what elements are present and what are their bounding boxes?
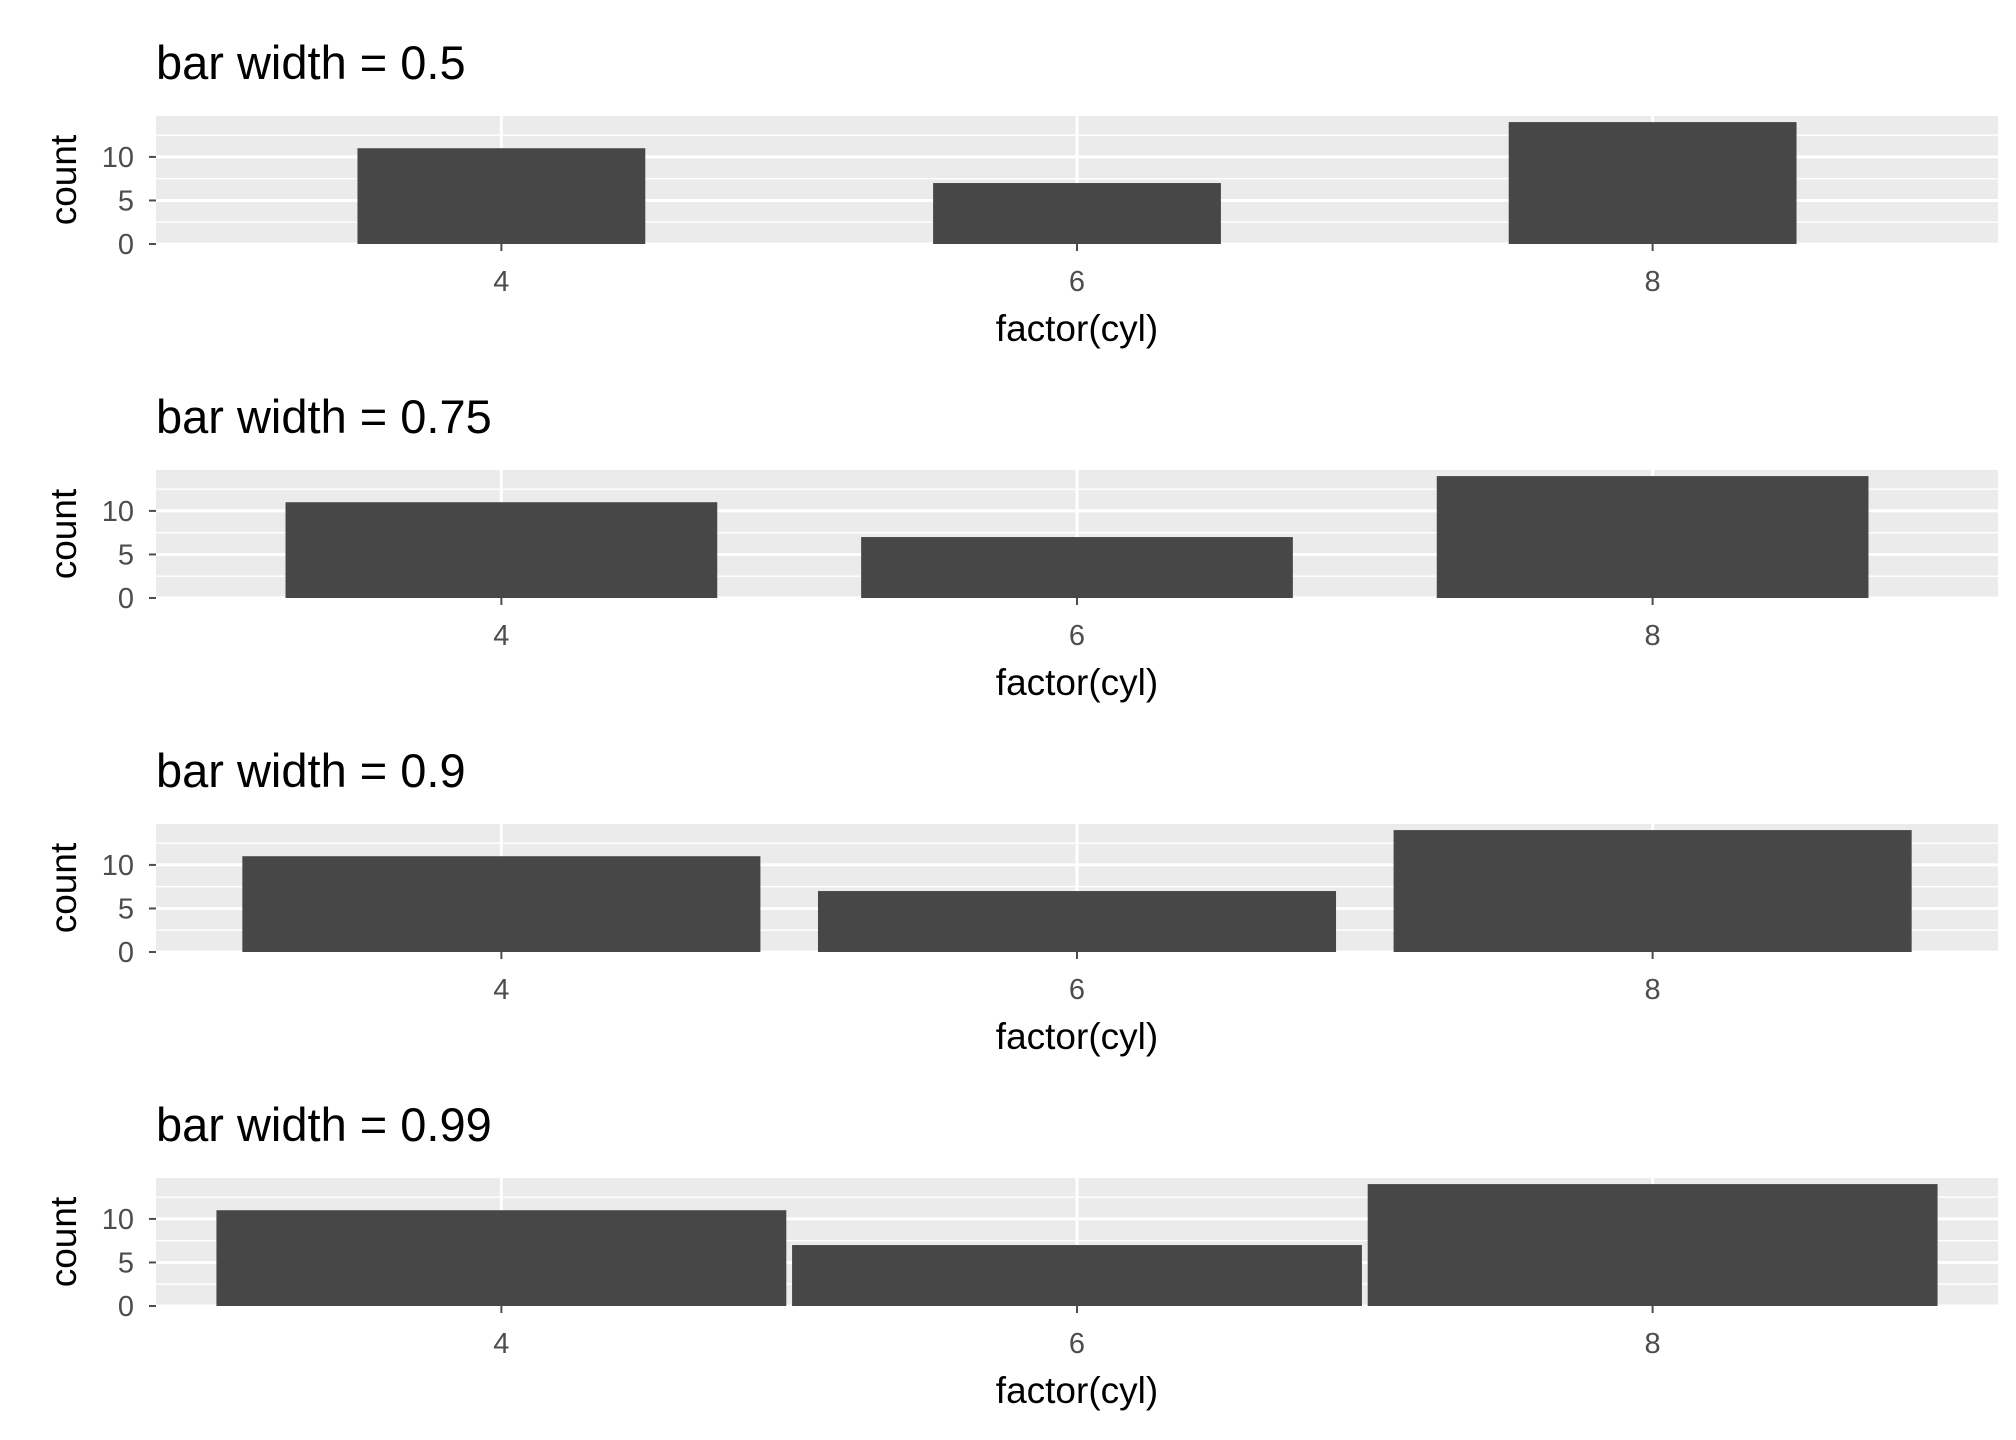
x-axis-title: factor(cyl) <box>996 1016 1158 1057</box>
bar-cyl-6 <box>792 1245 1362 1306</box>
x-tick-label: 4 <box>493 620 509 652</box>
x-tick-label: 6 <box>1069 1328 1085 1360</box>
y-axis-title: count <box>43 134 84 225</box>
bar-cyl-8 <box>1393 830 1912 952</box>
x-tick-label: 4 <box>493 974 509 1006</box>
y-tick-label: 5 <box>118 1247 134 1279</box>
chart-panel-group: bar width = 0.75 0 5 10 4 6 8 factor(cyl) count <box>43 390 1998 703</box>
y-tick-label: 10 <box>102 850 134 882</box>
x-tick-label: 6 <box>1069 266 1085 298</box>
chart-title: bar width = 0.75 <box>156 390 492 443</box>
y-tick-label: 10 <box>102 142 134 174</box>
y-tick-label: 10 <box>102 1204 134 1236</box>
y-tick-label: 0 <box>118 937 134 969</box>
y-tick-label: 0 <box>118 1291 134 1323</box>
x-tick-label: 8 <box>1645 974 1661 1006</box>
x-tick-label: 6 <box>1069 620 1085 652</box>
x-axis-title: factor(cyl) <box>996 662 1158 703</box>
y-axis-title: count <box>43 1196 84 1287</box>
y-tick-label: 5 <box>118 893 134 925</box>
chart-panel-group: bar width = 0.9 0 5 10 4 6 8 factor(cyl) count <box>43 744 1998 1057</box>
x-tick-label: 8 <box>1645 266 1661 298</box>
y-tick-label: 5 <box>118 185 134 217</box>
y-axis-title: count <box>43 488 84 579</box>
y-tick-label: 10 <box>102 496 134 528</box>
bar-cyl-6 <box>861 537 1293 598</box>
bar-cyl-8 <box>1436 476 1869 598</box>
chart-title: bar width = 0.9 <box>156 744 466 797</box>
x-tick-label: 4 <box>493 266 509 298</box>
x-tick-label: 8 <box>1645 1328 1661 1360</box>
bar-cyl-6 <box>817 891 1337 952</box>
chart-panel-group: bar width = 0.5 0 5 10 4 6 8 factor(cyl) count <box>43 36 1998 349</box>
bar-cyl-8 <box>1367 1184 1938 1306</box>
y-tick-label: 5 <box>118 539 134 571</box>
bar-cyl-8 <box>1508 122 1797 244</box>
y-tick-label: 0 <box>118 583 134 615</box>
y-tick-label: 0 <box>118 229 134 261</box>
bar-cyl-4 <box>357 148 646 244</box>
x-tick-label: 8 <box>1645 620 1661 652</box>
bar-cyl-4 <box>285 502 718 598</box>
x-tick-label: 4 <box>493 1328 509 1360</box>
x-axis-title: factor(cyl) <box>996 308 1158 349</box>
y-axis-title: count <box>43 842 84 933</box>
chart-title: bar width = 0.5 <box>156 36 466 89</box>
x-axis-title: factor(cyl) <box>996 1370 1158 1411</box>
x-tick-label: 6 <box>1069 974 1085 1006</box>
bar-cyl-6 <box>933 183 1221 244</box>
chart-title: bar width = 0.99 <box>156 1098 492 1151</box>
bar-cyl-4 <box>242 856 761 952</box>
chart-panel-group: bar width = 0.99 0 5 10 4 6 8 factor(cyl) count <box>43 1098 1998 1411</box>
bar-cyl-4 <box>216 1210 787 1306</box>
